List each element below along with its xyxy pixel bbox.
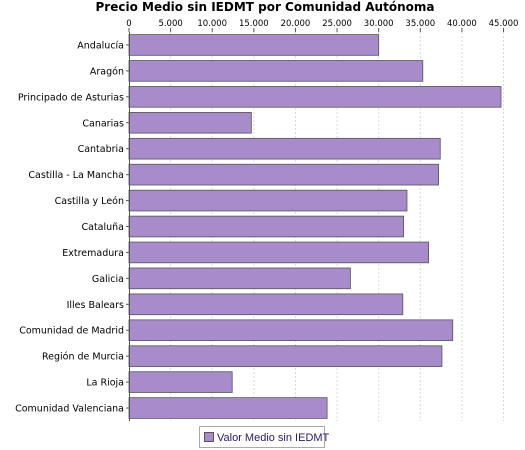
category-label: Galicia: [92, 274, 124, 285]
bars: [128, 34, 502, 419]
x-tick-label: 20.000: [281, 19, 311, 29]
x-tick-label: 5.000: [158, 19, 182, 29]
bar: [128, 267, 351, 290]
bar: [128, 215, 405, 238]
x-tick-label: 40.000: [447, 19, 477, 29]
x-tick-label: 45.000: [489, 19, 519, 29]
category-label: Principado de Asturias: [18, 92, 124, 103]
bar: [128, 34, 380, 56]
category-label: Castilla y León: [55, 196, 124, 207]
x-tick-label: 15.000: [239, 19, 269, 29]
legend-swatch: [204, 432, 214, 442]
x-tick-label: 10.000: [197, 19, 227, 29]
category-label: Cataluña: [81, 222, 124, 233]
category-label: Comunidad de Madrid: [19, 326, 124, 337]
bar: [128, 319, 454, 342]
legend: Valor Medio sin IEDMT: [199, 426, 330, 448]
bar: [128, 397, 328, 419]
bar: [128, 111, 252, 134]
category-label: La Rioja: [86, 378, 124, 389]
bar: [128, 86, 502, 108]
legend-box: [199, 426, 325, 448]
category-label: Extremadura: [62, 248, 124, 259]
x-axis-tick-labels: 0 5.000 10.000 15.000 20.000 25.000 30.000 35.0…: [126, 19, 518, 32]
bar: [128, 60, 424, 82]
chart-title: Precio Medio sin IEDMT por Comunidad Aut…: [96, 0, 435, 14]
bar: [128, 137, 441, 160]
bar: [128, 371, 233, 393]
x-tick-label: 35.000: [405, 19, 435, 29]
category-label: Illes Balears: [67, 300, 124, 311]
bar: [128, 163, 440, 186]
bar: [128, 241, 430, 264]
category-label: Castilla - La Mancha: [28, 170, 124, 181]
category-label: Región de Murcia: [42, 352, 124, 363]
category-label: Andalucía: [77, 40, 124, 51]
x-tick-label: 0: [126, 19, 131, 29]
category-labels: Andalucía Aragón Principado de Asturias Can…: [15, 40, 129, 415]
x-tick-label: 30.000: [364, 19, 394, 29]
bar: [128, 189, 408, 212]
bar: [128, 293, 404, 316]
category-label: Cantabria: [78, 144, 124, 155]
category-label: Aragón: [90, 66, 124, 77]
x-tick-label: 25.000: [322, 19, 352, 29]
bar: [128, 345, 443, 367]
category-label: Comunidad Valenciana: [15, 404, 124, 415]
category-label: Canarias: [82, 118, 124, 129]
legend-label: Valor Medio sin IEDMT: [217, 432, 330, 444]
